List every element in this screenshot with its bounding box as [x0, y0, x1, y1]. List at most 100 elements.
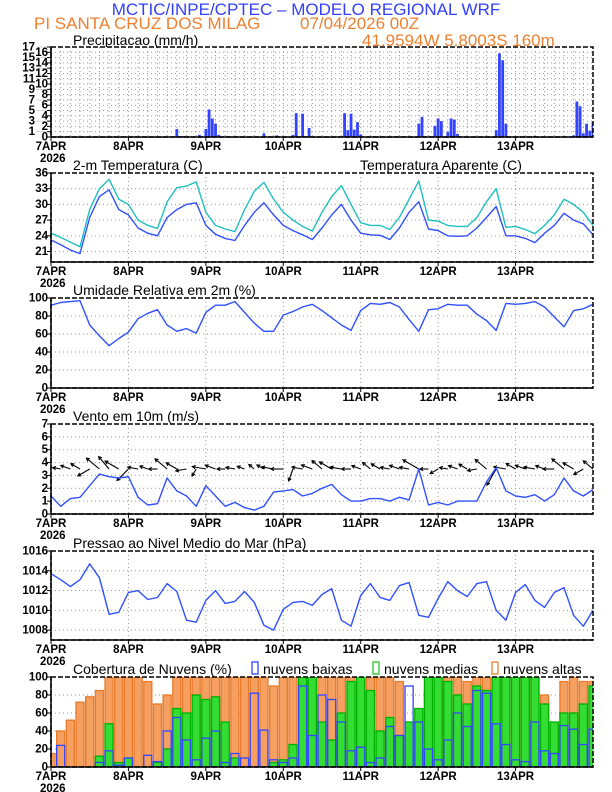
wind-arrow-shaft: [205, 464, 216, 470]
cloud-title: Cobertura de Nuvens (%): [73, 661, 232, 677]
wind-arrow: [379, 465, 390, 470]
cloud-bar-nuvens-altas: [268, 685, 279, 767]
precip-y-tick-label: 12: [35, 68, 48, 80]
precip-bar: [198, 134, 201, 137]
wind-x-tick-label: 7APR: [36, 518, 67, 530]
wind-arrow: [69, 463, 81, 470]
cloud-bar-nuvens-medias: [191, 694, 201, 767]
wind-arrow-head: [126, 465, 132, 470]
cloud-bar-nuvens-baixas: [452, 712, 463, 767]
cloud-bar-nuvens-baixas: [481, 692, 492, 767]
wind-arrow-shaft: [154, 458, 168, 470]
wind-arrow-head: [541, 466, 547, 472]
cloud-x-tick-label: 13APR: [497, 771, 535, 783]
cloud-bar-nuvens-medias: [201, 698, 211, 767]
wind-arrow-head: [379, 465, 384, 470]
wind-arrow: [561, 462, 574, 470]
wind-arrow-head: [255, 464, 261, 469]
wind-arrow-head: [204, 464, 209, 469]
wind-x-tick-label: 8APR: [113, 518, 144, 530]
wind-arrow-head: [514, 464, 519, 469]
wind-arrow-head: [318, 461, 324, 466]
wind-arrow-shaft: [389, 464, 400, 470]
precip-bar: [359, 134, 363, 137]
cloud-bar-nuvens-medias: [433, 677, 443, 767]
wind-y-tick-label: 2: [42, 483, 48, 495]
precip-y-tick-label: 11: [23, 73, 36, 85]
cloud-bar-nuvens-medias: [278, 759, 288, 767]
wind-arrow-shaft: [127, 466, 139, 470]
cloud-bar-nuvens-medias: [559, 712, 569, 767]
temperature-y-tick-label: 30: [35, 199, 48, 211]
humidity-x-tick-label: 10APR: [265, 392, 303, 404]
wind-x-tick-label: 12APR: [420, 518, 458, 530]
humidity-plot-area: [51, 298, 593, 388]
cloud-bar-nuvens-baixas: [336, 721, 347, 767]
humidity-x-tick-label: 11APR: [342, 392, 379, 404]
cloud-bar-nuvens-baixas: [123, 757, 134, 767]
wind-arrow: [174, 468, 187, 473]
wind-arrow-shaft: [301, 464, 313, 470]
cloud-bar-nuvens-altas: [249, 677, 259, 767]
cloud-y-tick-label: 20: [35, 744, 48, 756]
precip-bar: [204, 129, 208, 137]
wind-arrow-shaft: [104, 460, 120, 470]
wind-arrow-head: [290, 465, 296, 470]
wind-arrow-head: [76, 472, 82, 477]
wind-arrow: [401, 459, 420, 470]
cloud-bar-nuvens-medias: [578, 703, 589, 767]
temperature-x-tick-label: 10APR: [265, 266, 303, 278]
wind-arrow: [429, 468, 439, 475]
precip-bar: [346, 130, 350, 137]
cloud-y-tick-label: 0: [42, 762, 48, 774]
cloud-bar-nuvens-altas: [259, 677, 269, 767]
cloud-bar-nuvens-altas: [143, 680, 153, 767]
humidity-x-tick-label: 8APR: [113, 392, 144, 404]
precip-bar: [446, 131, 450, 137]
pressure-x-tick-label: 8APR: [113, 644, 144, 656]
pressure-x-tick-label: 7APR: [36, 644, 67, 656]
wind-arrow-shaft: [330, 466, 342, 470]
precip-y-tick-label: 7: [29, 94, 35, 106]
legend-high-swatch: [491, 661, 499, 675]
temperature-y-tick-label: 24: [35, 230, 48, 242]
precip-bar: [349, 113, 353, 137]
humidity-y-tick-label: 0: [42, 383, 48, 395]
humidity-x-tick-label: 7APR: [36, 392, 67, 404]
wind-arrow: [398, 465, 410, 470]
wind-arrow-shaft: [165, 462, 178, 470]
wind-arrow-head: [269, 466, 275, 472]
cloud-bar-nuvens-medias: [210, 696, 221, 767]
cloud-bar-nuvens-altas: [123, 677, 134, 767]
wind-arrow-shaft: [52, 467, 61, 470]
wind-arrow: [85, 457, 100, 470]
wind-arrow: [97, 455, 110, 470]
cloud-bar-nuvens-altas: [65, 719, 76, 767]
wind-arrow-shaft: [192, 466, 206, 470]
wind-arrow-head: [438, 465, 443, 471]
precip-bar: [356, 122, 359, 137]
precip-y-tick-label: 14: [35, 57, 48, 69]
cloud-y-tick-label: 40: [35, 726, 48, 738]
cloud-bar-nuvens-medias: [123, 757, 134, 767]
wind-arrow: [215, 466, 226, 472]
wind-arrow-shaft: [351, 465, 361, 470]
wind-arrow-shaft: [402, 459, 420, 470]
pressure-y-tick-label: 1014: [22, 565, 48, 577]
wind-y-tick-label: 7: [42, 419, 48, 431]
temperature-year-label: 2026: [40, 278, 66, 290]
humidity-marks: [51, 300, 593, 347]
wind-arrow-shaft: [237, 465, 245, 470]
pressure-series-line-0: [51, 563, 593, 631]
wind-arrow-head: [534, 464, 540, 469]
wind-arrow-head: [522, 465, 528, 470]
cloud-bar-nuvens-baixas: [210, 730, 221, 767]
cloud-x-tick-label: 9APR: [191, 771, 222, 783]
wind-arrow-head: [447, 464, 453, 469]
wind-arrow-shaft: [370, 463, 381, 470]
wind-arrow-shaft: [448, 465, 458, 470]
precip-bar: [572, 135, 576, 137]
wind-arrow-shaft: [225, 466, 235, 470]
temperature-title: 2-m Temperatura (C): [73, 157, 203, 173]
